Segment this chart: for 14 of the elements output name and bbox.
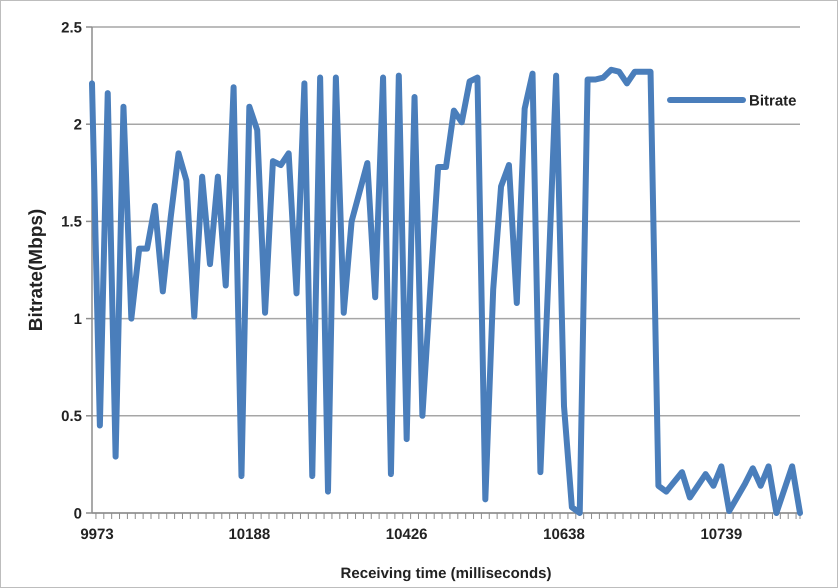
x-axis-title: Receiving time (milliseconds) <box>340 565 552 582</box>
x-tick-label: 10739 <box>700 526 742 543</box>
x-tick-label: 9973 <box>80 526 114 543</box>
y-tick-label: 1.5 <box>61 214 82 231</box>
y-tick-label: 0.5 <box>61 408 82 426</box>
y-tick-label: 1 <box>74 310 82 328</box>
y-tick-label: 2.5 <box>61 19 82 36</box>
y-axis-title: Bitrate(Mbps) <box>26 208 47 332</box>
y-tick-label: 2 <box>74 116 82 134</box>
x-tick-label: 10638 <box>543 526 585 543</box>
x-tick-label: 10426 <box>386 526 428 543</box>
y-tick-label: 0 <box>74 505 82 522</box>
x-tick-label: 10188 <box>228 526 270 543</box>
legend-label: Bitrate <box>749 92 797 110</box>
